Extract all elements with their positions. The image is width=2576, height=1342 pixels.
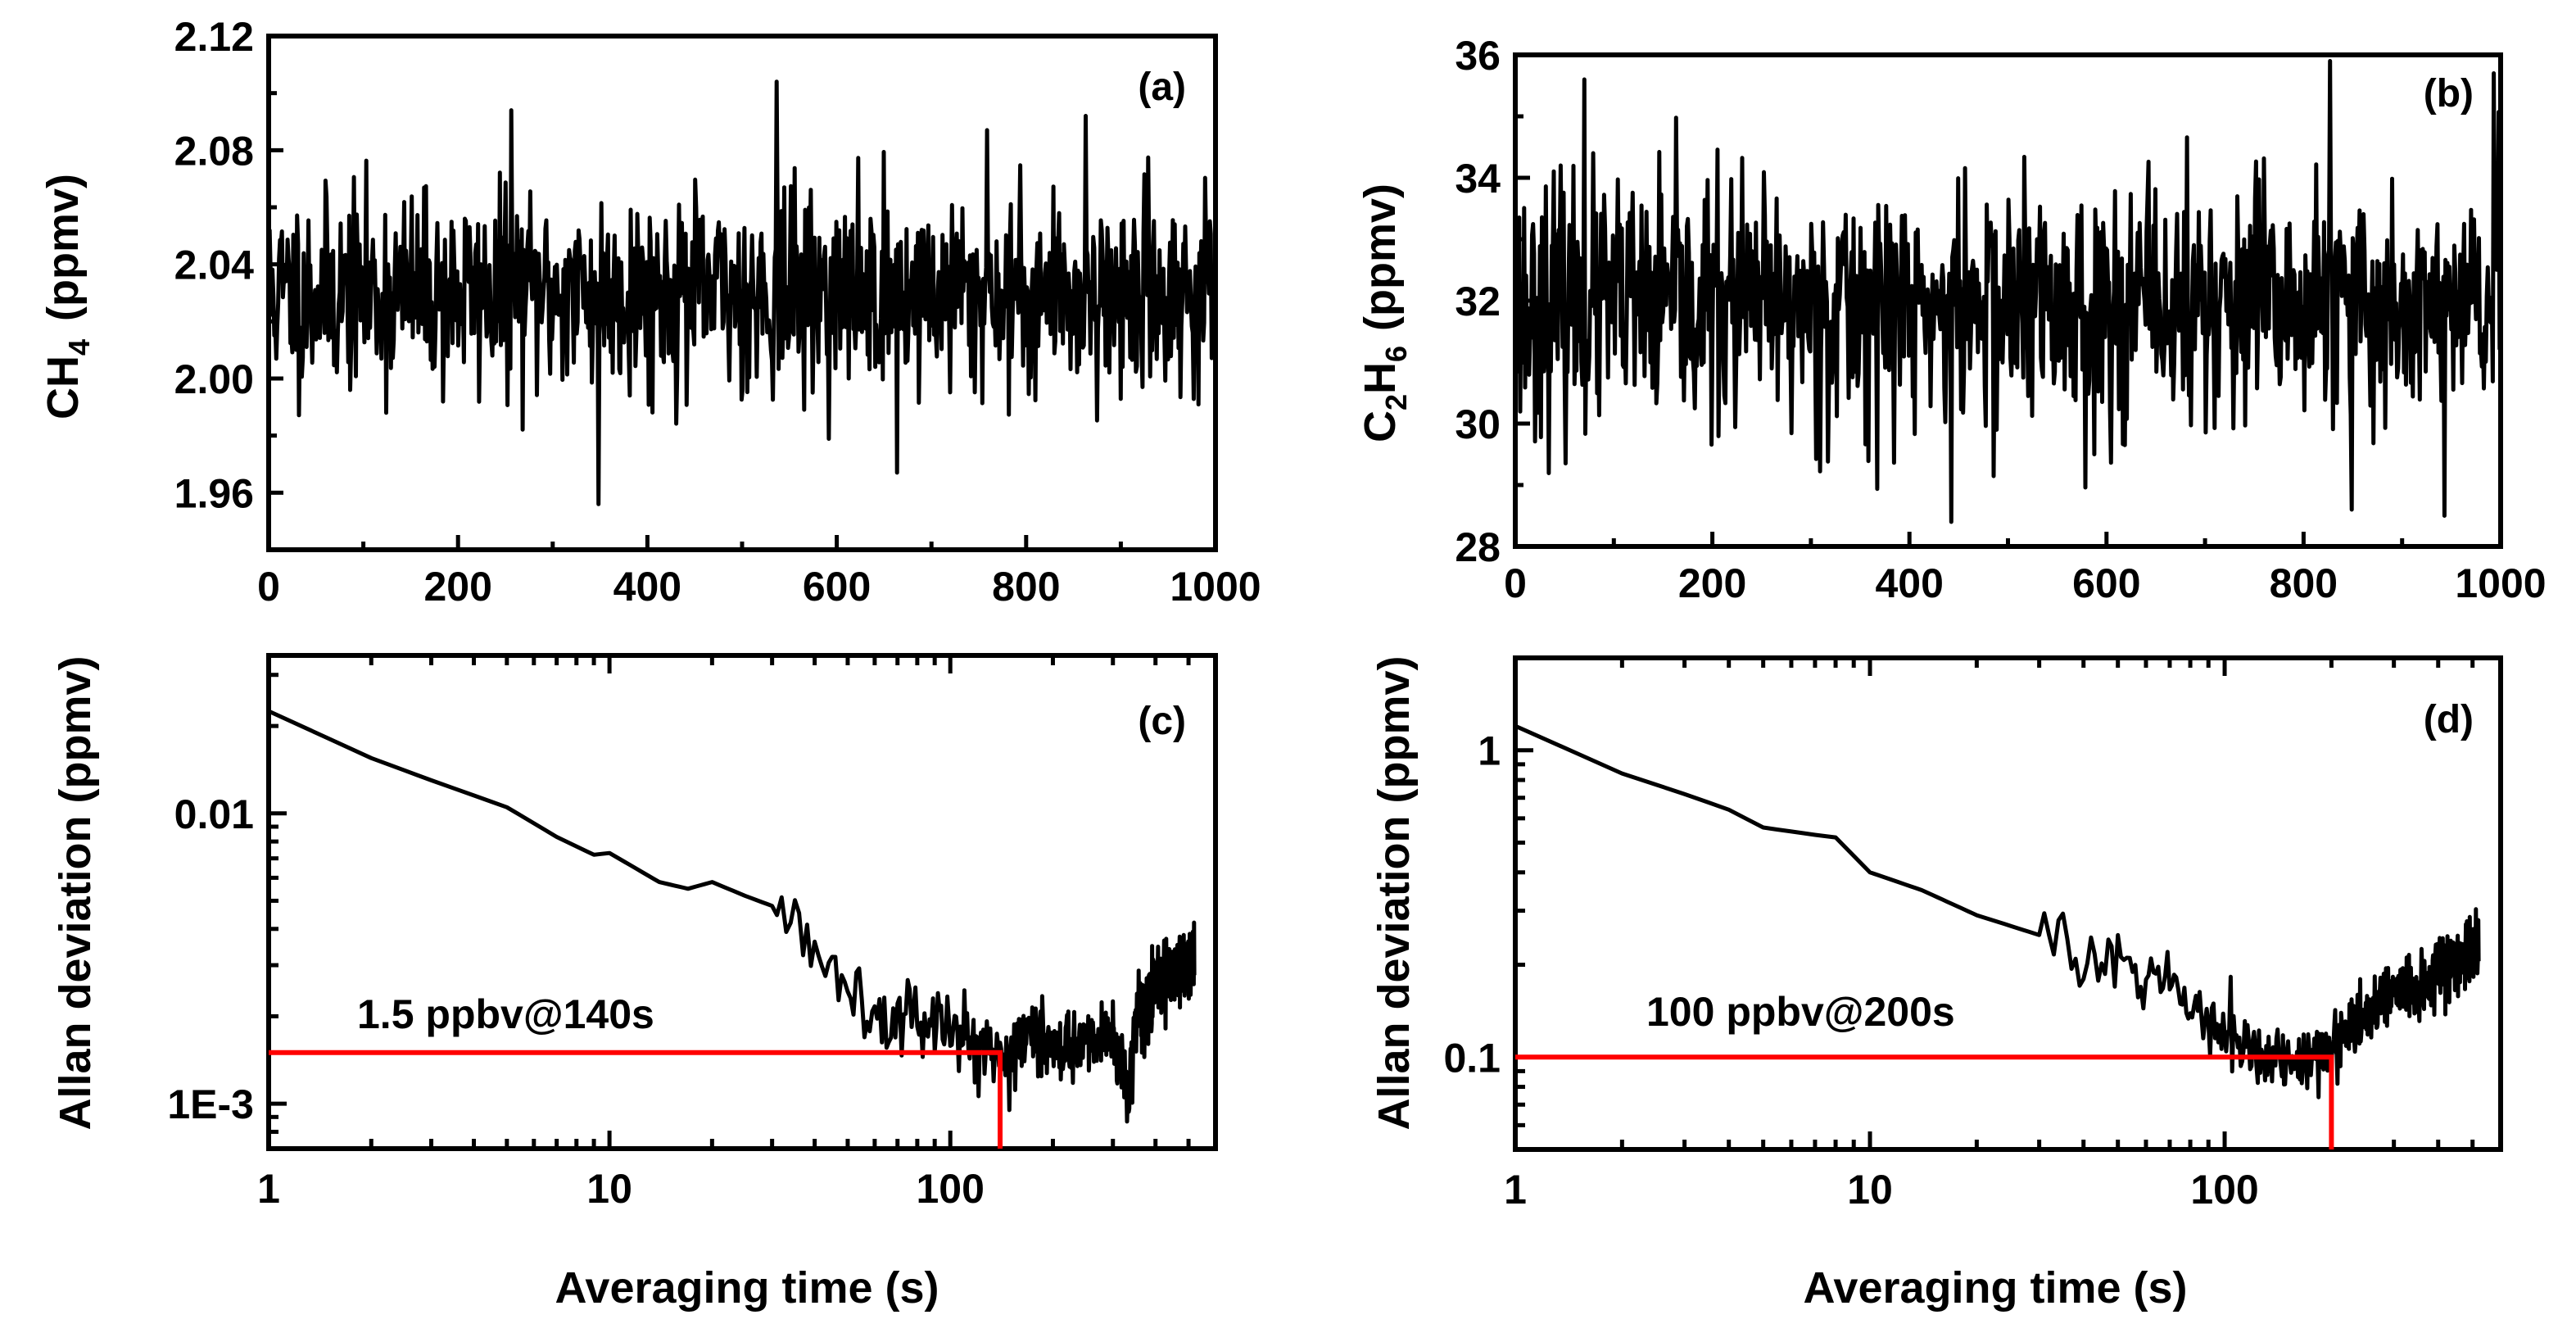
panel-c-y-tick-label: 0.01	[174, 791, 254, 837]
panel-c-x-tick-label: 10	[586, 1166, 632, 1212]
panel-a-ch4-timeseries: CH4(ppmv) (a) 0 200 400 600 800 1000 1.96 2.00 2…	[38, 14, 1261, 610]
panel-d-x-tick-label: 10	[1847, 1167, 1893, 1213]
panel-a-y-tick-label: 2.04	[174, 243, 255, 288]
panel-b-x-tick-label: 400	[1875, 560, 1943, 606]
panel-b-series-line	[1513, 59, 2503, 524]
panel-b-x-tick-label: 800	[2270, 560, 2338, 606]
panel-d-y-tick-label: 1	[1478, 728, 1501, 774]
panel-b-y-tick-label: 32	[1455, 279, 1501, 324]
panel-a-x-tick-label: 600	[803, 564, 871, 610]
panel-c-y-tick-label: 1E-3	[167, 1081, 254, 1127]
panel-d-x-tick-label: 100	[2190, 1167, 2258, 1213]
panel-a-x-tick-label: 400	[613, 564, 681, 610]
panel-c-detection-limit-marker	[269, 1050, 1003, 1149]
panel-b-ylabel: C2H6(ppmv)	[1356, 184, 1413, 442]
panel-a-plot-area: 0 200 400 600 800 1000 1.96 2.00 2.04 2.08 2.12	[174, 14, 1261, 610]
panel-c-x-tick-label: 1	[257, 1166, 280, 1212]
panel-c-ylabel: Allan deviation (ppmv)	[51, 655, 100, 1130]
panel-a-x-tick-label: 1000	[1170, 564, 1261, 610]
panel-c-annotation: 1.5 ppbv@140s	[357, 991, 654, 1037]
panel-b-x-tick-label: 600	[2072, 560, 2140, 606]
panel-d-x-tick-label: 1	[1504, 1167, 1527, 1213]
panel-a-label: (a)	[1138, 66, 1186, 109]
panel-a-y-tick-label: 1.96	[174, 470, 254, 516]
panel-c-xlabel: Averaging time (s)	[555, 1263, 939, 1313]
panel-b-y-tick-label: 36	[1455, 33, 1501, 79]
panel-b-x-tick-label: 200	[1678, 560, 1746, 606]
panel-b-x-tick-label: 0	[1504, 560, 1527, 606]
panel-b-plot-area: 0 200 400 600 800 1000 28 30 32 34 36	[1455, 33, 2546, 606]
panel-d-ylabel: Allan deviation (ppmv)	[1369, 655, 1419, 1130]
panel-a-y-tick-label: 2.08	[174, 128, 254, 174]
panel-b-c2h6-timeseries: C2H6(ppmv) (b) 0 200 400 600 800 1000 28 30 32 34…	[1356, 33, 2547, 606]
panel-b-y-tick-label: 34	[1455, 156, 1501, 202]
panel-c-x-tick-label: 100	[916, 1166, 984, 1212]
panel-d-label: (d)	[2424, 698, 2474, 741]
panel-b-y-tick-label: 30	[1455, 401, 1501, 447]
panel-d-annotation: 100 ppbv@200s	[1646, 989, 1955, 1035]
panel-b-label: (b)	[2424, 72, 2474, 116]
panel-c-allan-ch4: Allan deviation (ppmv) Averaging time (s…	[51, 653, 1218, 1313]
panel-a-y-tick-label: 2.12	[174, 14, 254, 60]
panel-d-plot-area: 1 10 100 0.1 1	[1443, 655, 2503, 1213]
panel-d-detection-limit-marker	[1515, 1054, 2334, 1149]
panel-b-y-tick-label: 28	[1455, 524, 1501, 570]
panel-a-x-tick-label: 200	[423, 564, 491, 610]
panel-a-ylabel: CH4(ppmv)	[38, 174, 96, 419]
panel-c-plot-area: 1 10 100 1E-3 0.01	[167, 655, 1218, 1212]
panel-c-label: (c)	[1138, 700, 1186, 743]
panel-a-x-tick-label: 0	[257, 564, 280, 610]
panel-a-x-tick-label: 800	[992, 564, 1060, 610]
panel-c-allan-curve	[267, 709, 1197, 1124]
panel-a-series-line	[266, 79, 1218, 506]
panel-b-x-tick-label: 1000	[2455, 560, 2546, 606]
panel-a-y-tick-label: 2.00	[174, 356, 254, 402]
panel-d-xlabel: Averaging time (s)	[1803, 1263, 2187, 1313]
panel-d-y-tick-label: 0.1	[1443, 1035, 1501, 1081]
panel-d-allan-c2h6: Allan deviation (ppmv) Averaging time (s…	[1369, 655, 2503, 1313]
panel-d-frame	[1513, 655, 2503, 1152]
panel-d-allan-curve	[1514, 723, 2481, 1099]
